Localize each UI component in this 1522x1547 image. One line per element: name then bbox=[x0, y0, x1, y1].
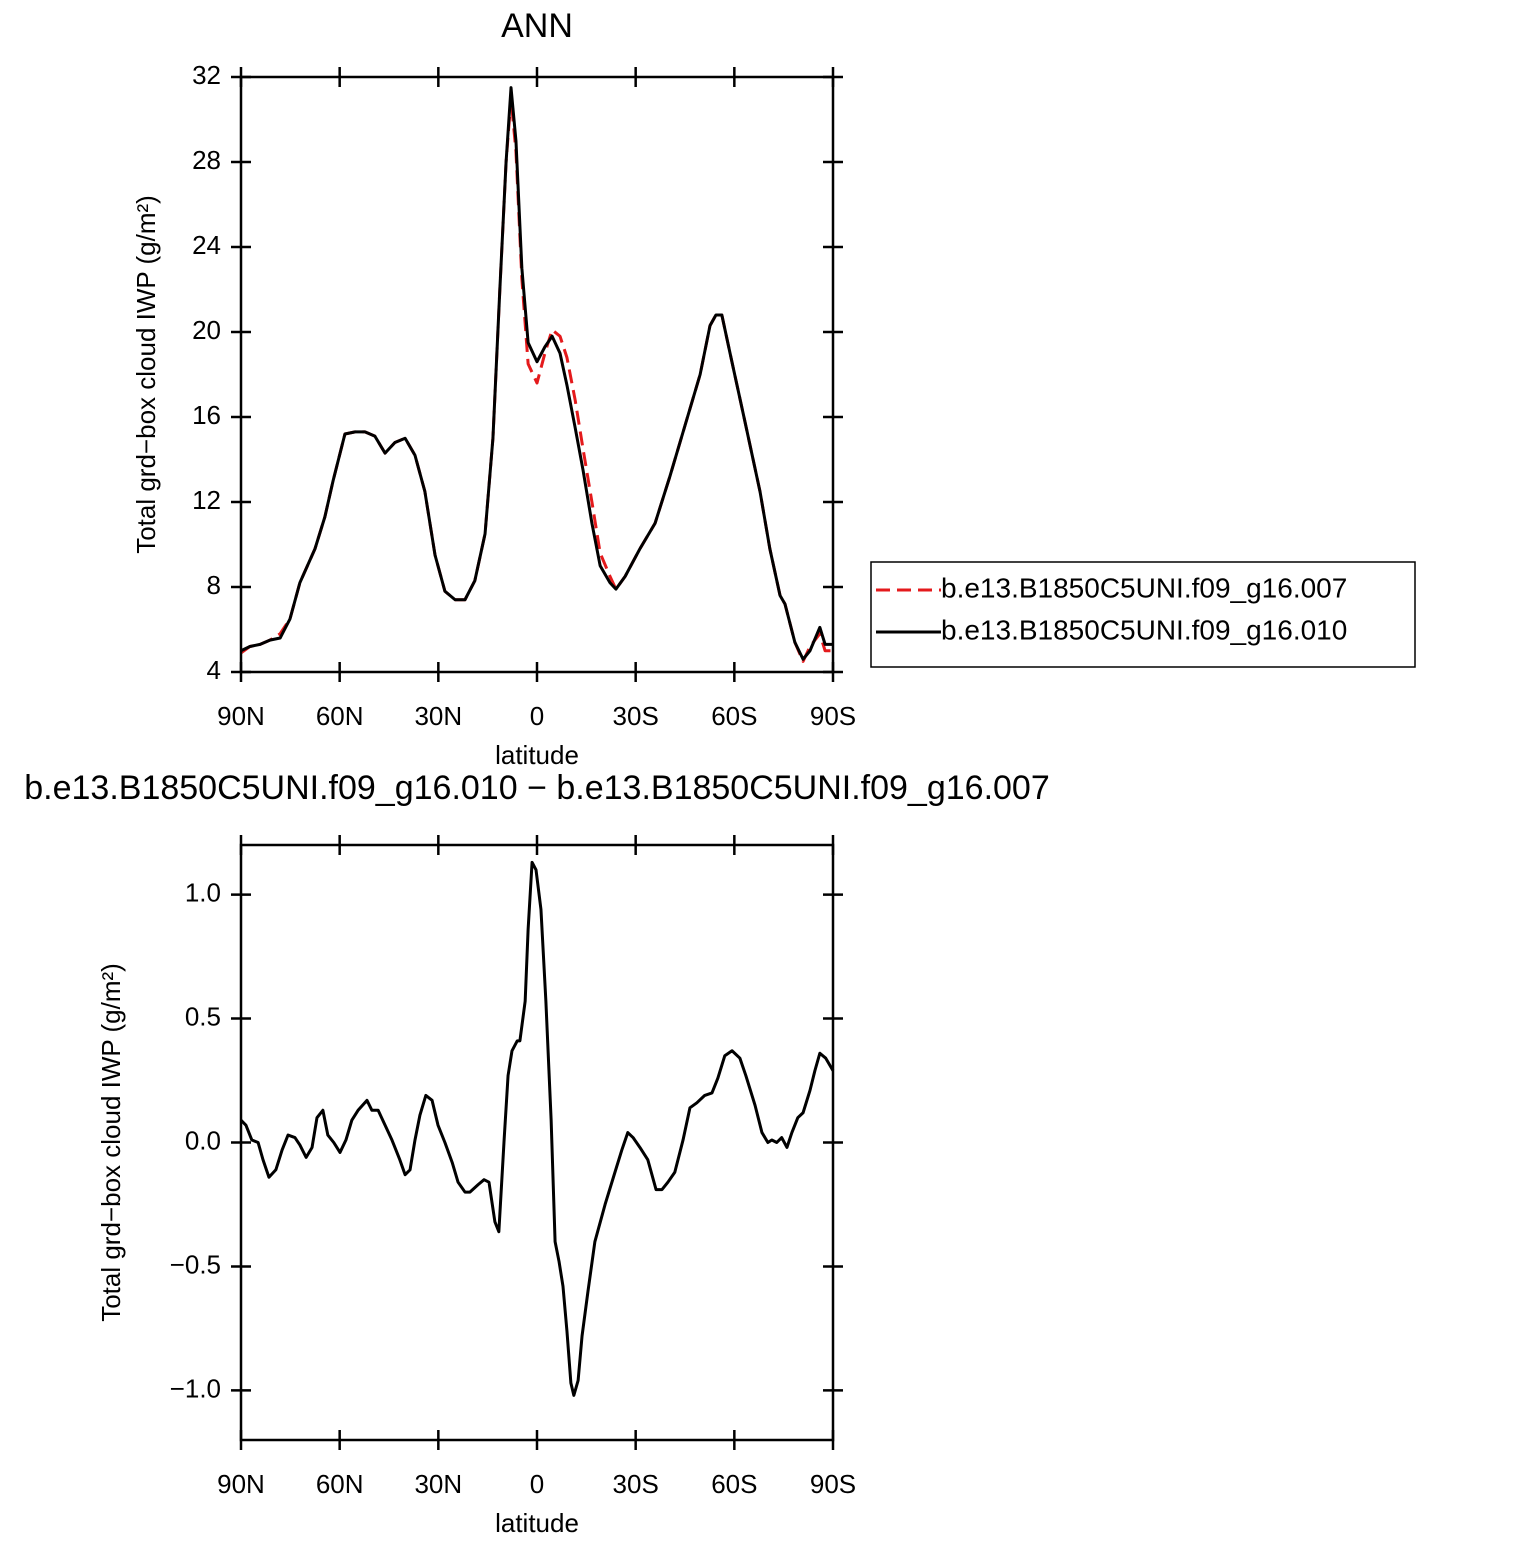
x-tick-label: 90N bbox=[217, 701, 265, 731]
x-tick-label: 60N bbox=[316, 701, 364, 731]
x-tick-label: 30N bbox=[414, 701, 462, 731]
y-tick-label: 1.0 bbox=[185, 877, 221, 907]
y-tick-label: 4 bbox=[207, 655, 221, 685]
y-axis-title: Total grd−box cloud IWP (g/m²) bbox=[131, 195, 161, 554]
chart-title: b.e13.B1850C5UNI.f09_g16.010 − b.e13.B18… bbox=[24, 769, 1050, 807]
y-tick-label: 0.0 bbox=[185, 1125, 221, 1155]
y-tick-label: −1.0 bbox=[170, 1373, 221, 1403]
x-tick-label: 30N bbox=[414, 1469, 462, 1499]
y-axis-title: Total grd−box cloud IWP (g/m²) bbox=[96, 963, 126, 1322]
x-tick-label: 60N bbox=[316, 1469, 364, 1499]
x-axis-title: latitude bbox=[495, 1508, 579, 1538]
y-tick-label: 16 bbox=[192, 400, 221, 430]
chart-title: ANN bbox=[501, 7, 573, 45]
y-tick-label: 28 bbox=[192, 145, 221, 175]
x-tick-label: 0 bbox=[530, 1469, 544, 1499]
x-tick-label: 30S bbox=[613, 701, 659, 731]
plot-frame bbox=[239, 843, 835, 1442]
x-tick-label: 90S bbox=[810, 1469, 856, 1499]
x-tick-label: 90S bbox=[810, 701, 856, 731]
legend-label: b.e13.B1850C5UNI.f09_g16.007 bbox=[941, 572, 1347, 603]
legend-label: b.e13.B1850C5UNI.f09_g16.010 bbox=[941, 614, 1347, 645]
x-tick-label: 60S bbox=[711, 1469, 757, 1499]
x-tick-label: 60S bbox=[711, 701, 757, 731]
x-tick-label: 90N bbox=[217, 1469, 265, 1499]
x-tick-label: 0 bbox=[530, 701, 544, 731]
y-tick-label: 12 bbox=[192, 485, 221, 515]
y-tick-label: −0.5 bbox=[170, 1249, 221, 1279]
data-line bbox=[239, 860, 835, 1397]
y-tick-label: 32 bbox=[192, 60, 221, 90]
x-tick-label: 30S bbox=[613, 1469, 659, 1499]
plot-frame bbox=[239, 75, 835, 674]
y-tick-label: 8 bbox=[207, 570, 221, 600]
x-axis-title: latitude bbox=[495, 740, 579, 770]
y-tick-label: 0.5 bbox=[185, 1001, 221, 1031]
data-line bbox=[240, 86, 833, 661]
legend-box bbox=[870, 561, 1416, 668]
data-line bbox=[240, 96, 833, 663]
y-tick-label: 20 bbox=[192, 315, 221, 345]
y-tick-label: 24 bbox=[192, 230, 221, 260]
